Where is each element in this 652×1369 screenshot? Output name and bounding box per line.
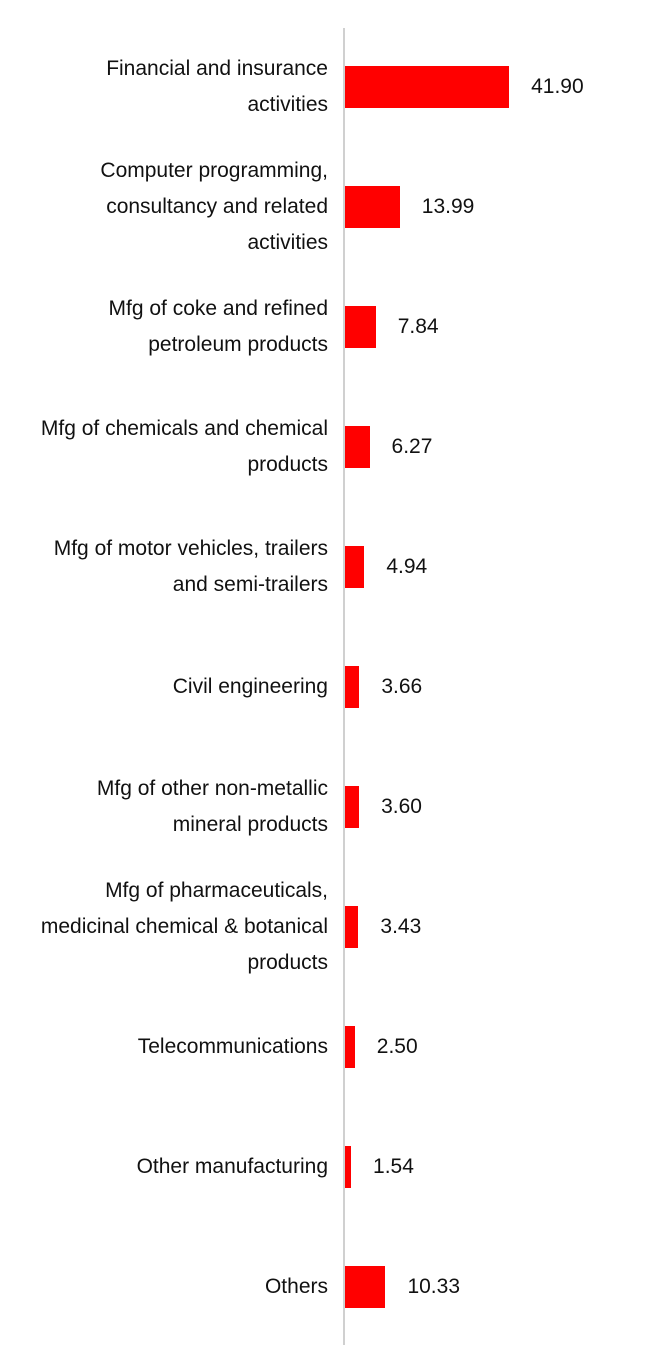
- category-label: Others: [38, 1227, 328, 1347]
- value-label: 7.84: [397, 315, 439, 338]
- bar: [345, 786, 360, 828]
- category-label: Telecommunications: [38, 987, 328, 1107]
- category-text: Computer programming, consultancy and re…: [100, 159, 328, 254]
- category-label: Computer programming, consultancy and re…: [38, 147, 328, 267]
- bar: [345, 546, 365, 588]
- category-label: Mfg of coke and refined petroleum produc…: [38, 267, 328, 387]
- category-text: Civil engineering: [172, 675, 328, 698]
- category-text: Mfg of coke and refined petroleum produc…: [108, 297, 328, 356]
- category-label: Mfg of chemicals and chemical products: [38, 387, 328, 507]
- value-label: 3.43: [380, 915, 422, 938]
- category-text: Others: [264, 1275, 328, 1298]
- bar: [345, 426, 370, 468]
- category-text: Other manufacturing: [136, 1155, 328, 1178]
- category-label: Mfg of other non-metallic mineral produc…: [38, 747, 328, 867]
- category-label: Mfg of pharmaceuticals, medicinal chemic…: [38, 867, 328, 987]
- category-text: Mfg of pharmaceuticals, medicinal chemic…: [40, 879, 328, 974]
- bar: [345, 906, 359, 948]
- axis-line: [343, 28, 345, 1345]
- category-label: Other manufacturing: [38, 1107, 328, 1227]
- value-label: 6.27: [391, 435, 433, 458]
- bar: [345, 1026, 355, 1068]
- category-text: Mfg of chemicals and chemical products: [40, 417, 328, 476]
- bar: [345, 66, 510, 108]
- bar: [345, 1146, 352, 1188]
- value-label: 10.33: [407, 1275, 461, 1298]
- value-label: 1.54: [373, 1155, 414, 1178]
- category-text: Telecommunications: [137, 1035, 328, 1058]
- value-label: 2.50: [376, 1035, 418, 1058]
- bar: [345, 306, 376, 348]
- bar: [345, 666, 360, 708]
- category-text: Mfg of motor vehicles, trailers and semi…: [53, 537, 328, 596]
- value-label: 3.66: [381, 675, 423, 698]
- category-label: Mfg of motor vehicles, trailers and semi…: [38, 507, 328, 627]
- value-label: 13.99: [421, 195, 475, 218]
- bar: [345, 186, 400, 228]
- value-label: 3.60: [381, 795, 422, 818]
- value-label: 41.90: [531, 75, 584, 98]
- category-label: Financial and insurance activities: [38, 27, 328, 147]
- category-text: Financial and insurance activities: [106, 57, 328, 116]
- bar: [345, 1266, 386, 1308]
- category-text: Mfg of other non-metallic mineral produc…: [96, 777, 328, 836]
- category-label: Civil engineering: [38, 627, 328, 747]
- value-label: 4.94: [386, 555, 428, 578]
